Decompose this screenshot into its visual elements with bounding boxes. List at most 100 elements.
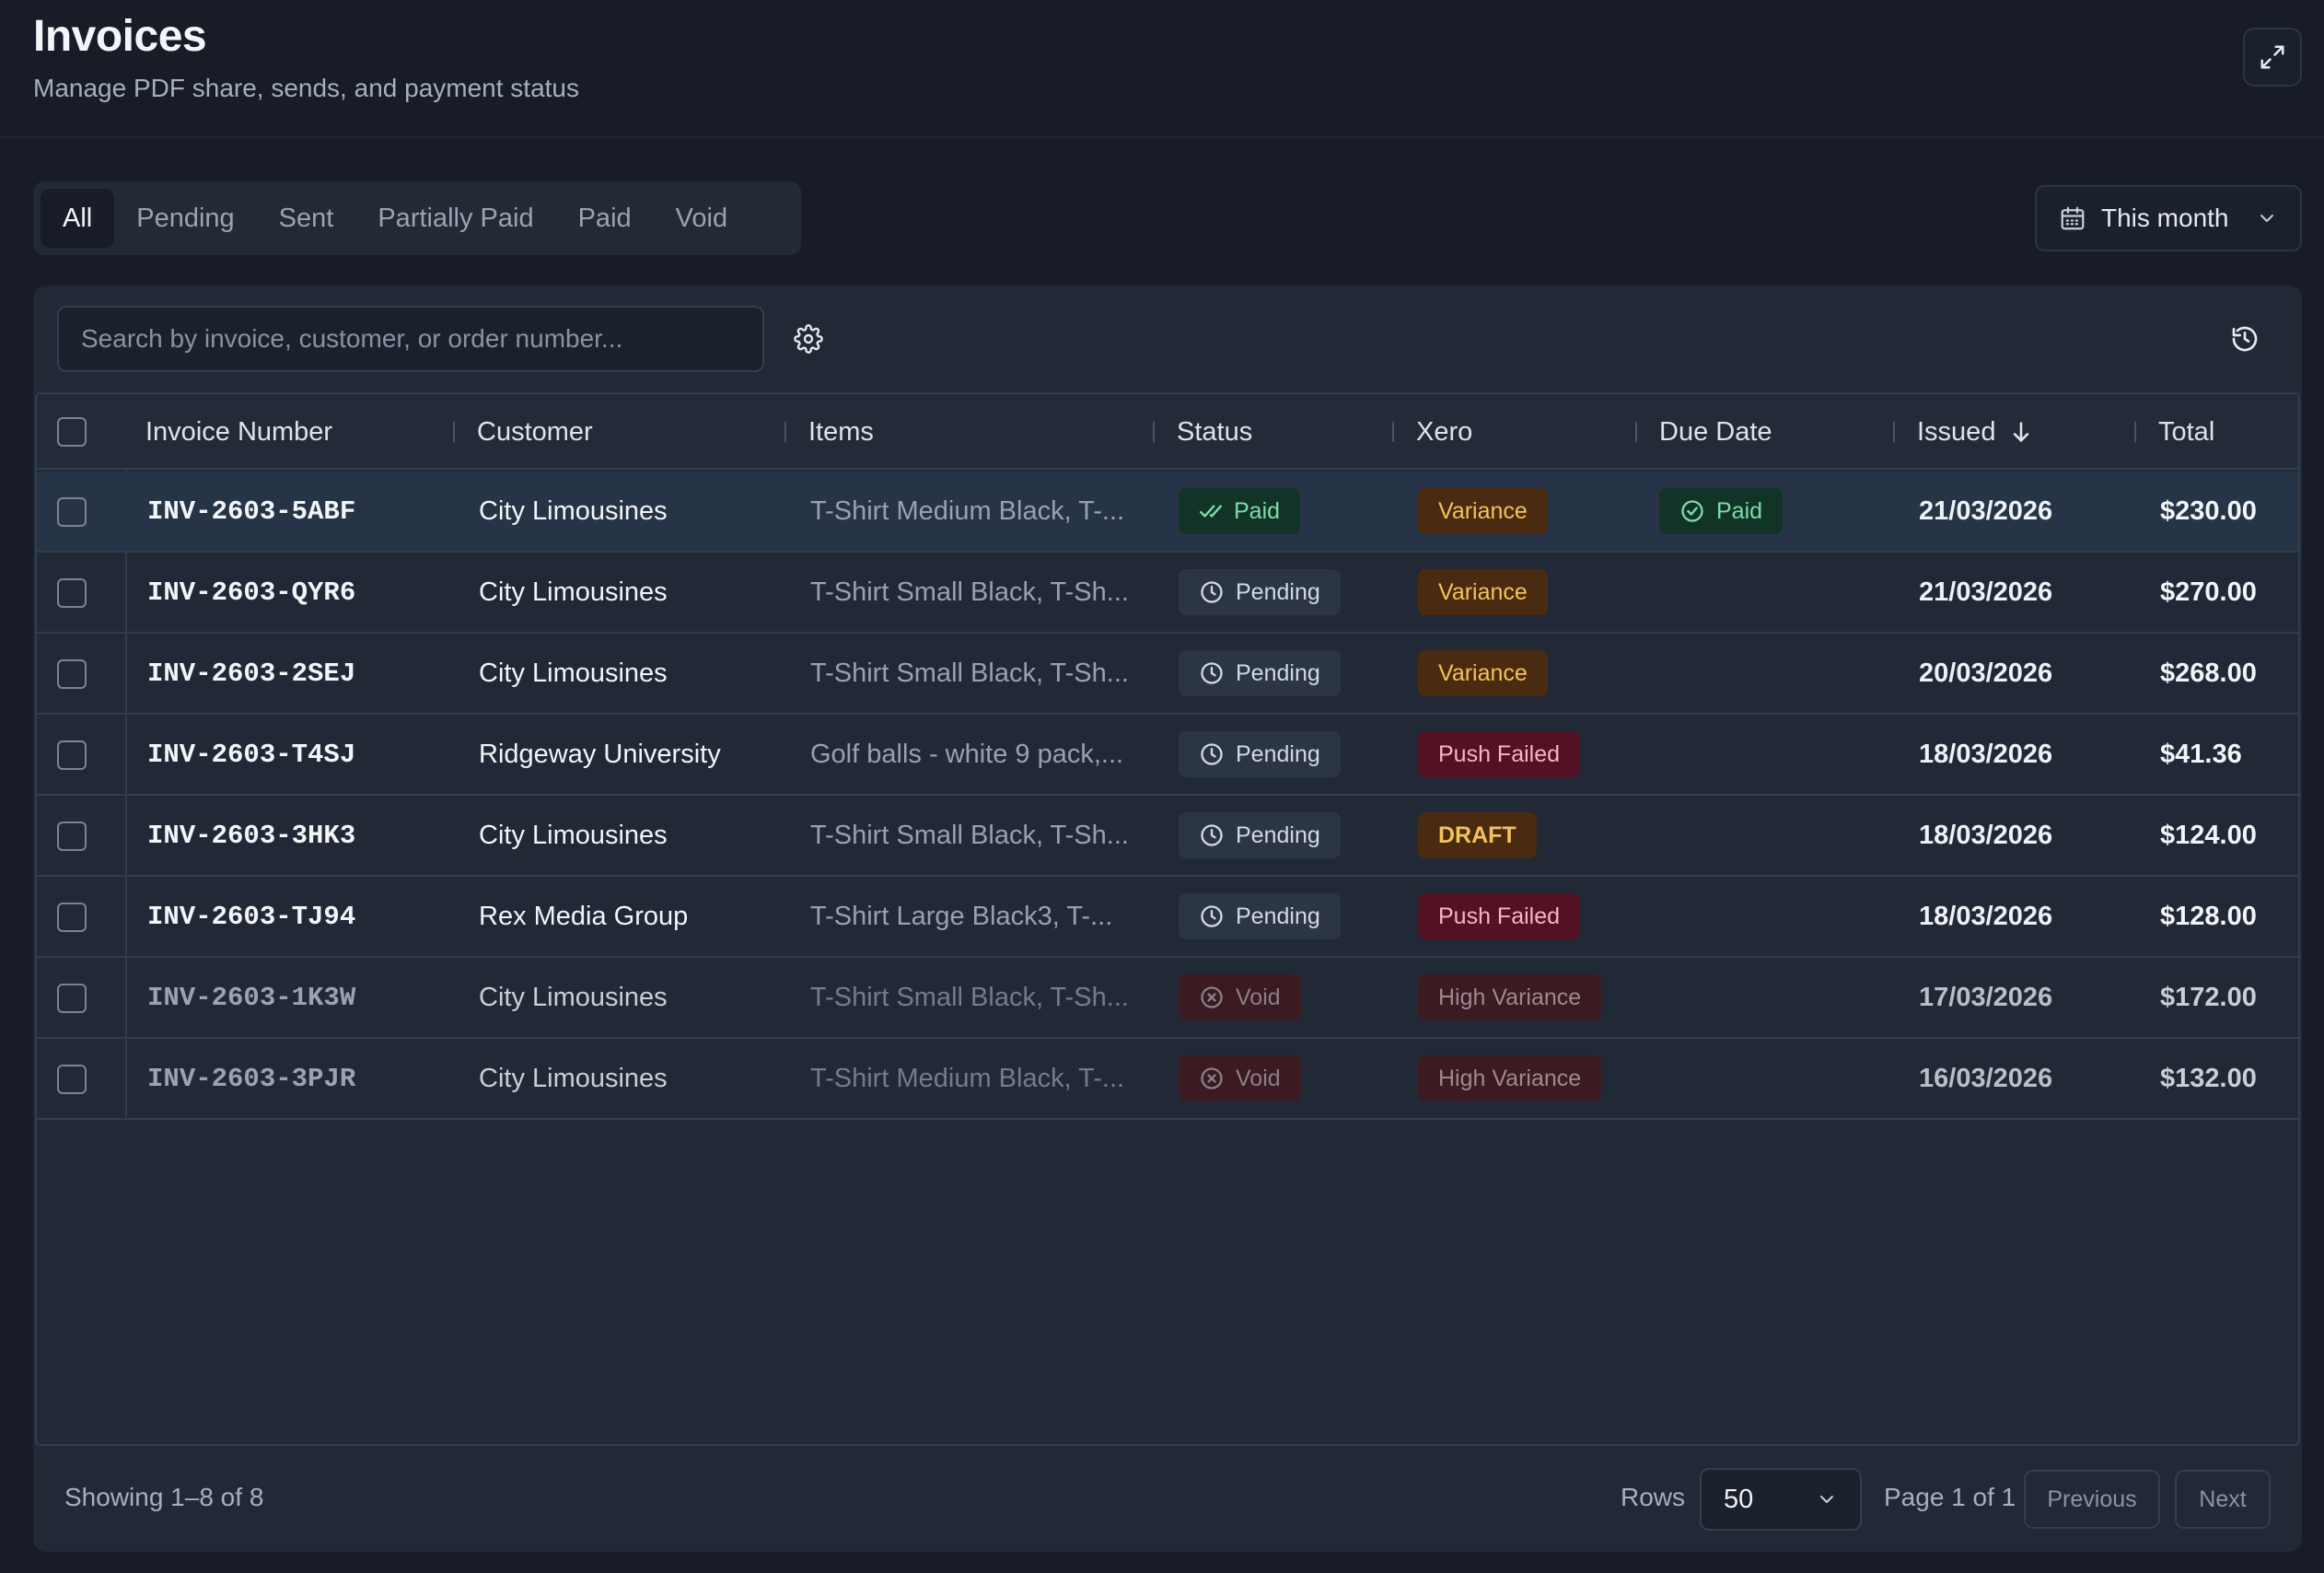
column-header-customer[interactable]: Customer (477, 416, 593, 447)
xero-label: DRAFT (1438, 821, 1516, 848)
history-button[interactable] (2228, 322, 2261, 355)
tab-sent[interactable]: Sent (278, 203, 334, 233)
xero-label: Push Failed (1438, 740, 1561, 767)
xero-badge: Push Failed (1418, 731, 1581, 777)
row-checkbox[interactable] (57, 497, 87, 527)
column-header-issued-label: Issued (1917, 416, 1996, 447)
search-input[interactable] (57, 306, 764, 372)
row-checkbox[interactable] (57, 821, 87, 851)
invoice-number[interactable]: INV-2603-QYR6 (147, 577, 356, 608)
column-resizer[interactable] (453, 422, 455, 442)
column-resizer[interactable] (1153, 422, 1155, 442)
next-page-button[interactable]: Next (2175, 1470, 2271, 1529)
tab-pending[interactable]: Pending (136, 203, 235, 233)
column-resizer[interactable] (1392, 422, 1394, 442)
invoice-number[interactable]: INV-2603-3HK3 (147, 820, 356, 851)
column-header-issued[interactable]: Issued (1917, 394, 2034, 470)
xero-label: High Variance (1438, 984, 1582, 1010)
invoice-total: $124.00 (2160, 820, 2257, 850)
clock-icon (1201, 662, 1223, 684)
column-header-xero[interactable]: Xero (1416, 416, 1473, 447)
invoice-number[interactable]: INV-2603-2SEJ (147, 658, 356, 689)
xero-label: Variance (1438, 578, 1528, 605)
status-badge: Pending (1179, 650, 1341, 696)
status-badge: Pending (1179, 812, 1341, 858)
column-resizer[interactable] (784, 422, 786, 442)
column-header-status[interactable]: Status (1177, 416, 1253, 447)
rows-per-page-select[interactable]: 50 (1700, 1468, 1862, 1531)
status-label: Pending (1236, 903, 1320, 929)
date-filter-label: This month (2101, 204, 2229, 232)
status-label: Void (1236, 984, 1281, 1010)
status-label: Paid (1234, 497, 1281, 524)
due-date-label: Paid (1716, 497, 1763, 524)
table-row[interactable]: INV-2603-QYR6 City Limousines T-Shirt Smal… (37, 553, 2298, 634)
issued-date: 18/03/2026 (1919, 820, 2053, 850)
clock-icon (1201, 824, 1223, 846)
expand-button[interactable] (2243, 28, 2302, 87)
table-row[interactable]: INV-2603-2SEJ City Limousines T-Shirt Smal… (37, 634, 2298, 715)
column-header-due-date[interactable]: Due Date (1659, 416, 1772, 447)
xero-badge: High Variance (1418, 1055, 1602, 1101)
page-subtitle: Manage PDF share, sends, and payment sta… (33, 74, 579, 102)
xero-label: Variance (1438, 659, 1528, 686)
column-header-items[interactable]: Items (808, 416, 874, 447)
status-badge: Pending (1179, 569, 1341, 615)
tab-partially-paid[interactable]: Partially Paid (378, 203, 534, 233)
row-checkbox[interactable] (57, 1065, 87, 1094)
customer-name: City Limousines (479, 658, 668, 688)
column-resizer[interactable] (1893, 422, 1895, 442)
table-row[interactable]: INV-2603-T4SJ Ridgeway University Golf bal… (37, 715, 2298, 796)
row-checkbox[interactable] (57, 578, 87, 608)
table-row[interactable]: INV-2603-TJ94 Rex Media Group T-Shirt Larg… (37, 877, 2298, 958)
row-checkbox[interactable] (57, 903, 87, 932)
select-all-checkbox[interactable] (57, 417, 87, 447)
invoice-number[interactable]: INV-2603-3PJR (147, 1063, 356, 1094)
invoice-total: $270.00 (2160, 577, 2257, 607)
column-resizer[interactable] (1635, 422, 1637, 442)
customer-name: Ridgeway University (479, 739, 721, 769)
issued-date: 17/03/2026 (1919, 982, 2053, 1012)
customer-name: Rex Media Group (479, 901, 689, 931)
table-row[interactable]: INV-2603-5ABF City Limousines T-Shirt Medi… (37, 472, 2298, 553)
date-filter-dropdown[interactable]: This month (2035, 185, 2302, 251)
table-row[interactable]: INV-2603-3HK3 City Limousines T-Shirt Smal… (37, 796, 2298, 877)
column-header-invoice[interactable]: Invoice Number (145, 416, 333, 447)
status-label: Pending (1236, 659, 1320, 686)
status-tabs: All Pending Sent Partially Paid Paid Voi… (33, 181, 801, 255)
table-settings-button[interactable] (792, 322, 825, 355)
status-label: Void (1236, 1065, 1281, 1091)
customer-name: City Limousines (479, 495, 668, 526)
tab-paid[interactable]: Paid (577, 203, 632, 233)
invoices-panel: Invoice Number Customer Items Status Xer… (33, 285, 2302, 1552)
previous-page-button[interactable]: Previous (2024, 1470, 2160, 1529)
tab-void[interactable]: Void (675, 203, 728, 233)
invoice-total: $41.36 (2160, 739, 2242, 769)
issued-date: 18/03/2026 (1919, 901, 2053, 931)
pagination-summary: Showing 1–8 of 8 (64, 1483, 264, 1511)
customer-name: City Limousines (479, 1063, 668, 1093)
invoice-number[interactable]: INV-2603-5ABF (147, 495, 356, 527)
row-checkbox[interactable] (57, 659, 87, 689)
items-summary: T-Shirt Large Black3, T-... (810, 901, 1113, 931)
column-resizer[interactable] (2134, 422, 2136, 442)
rows-per-page-label: Rows (1621, 1483, 1686, 1511)
row-checkbox[interactable] (57, 984, 87, 1013)
table-row[interactable]: INV-2603-1K3W City Limousines T-Shirt Smal… (37, 958, 2298, 1039)
xero-badge: Variance (1418, 488, 1548, 534)
table-row[interactable]: INV-2603-3PJR City Limousines T-Shirt Medi… (37, 1039, 2298, 1120)
page-header: Invoices Manage PDF share, sends, and pa… (0, 0, 2324, 138)
clock-icon (1201, 743, 1223, 765)
column-header-total[interactable]: Total (2158, 416, 2215, 447)
invoice-number[interactable]: INV-2603-1K3W (147, 982, 356, 1013)
status-badge: Pending (1179, 731, 1341, 777)
tab-all[interactable]: All (41, 189, 115, 248)
row-checkbox[interactable] (57, 740, 87, 770)
items-summary: T-Shirt Small Black, T-Sh... (810, 820, 1129, 850)
xero-label: Variance (1438, 497, 1528, 524)
invoice-total: $268.00 (2160, 658, 2257, 688)
invoice-number[interactable]: INV-2603-T4SJ (147, 739, 356, 770)
invoice-number[interactable]: INV-2603-TJ94 (147, 901, 356, 932)
history-icon (2232, 326, 2258, 352)
rows-per-page-value: 50 (1724, 1484, 1754, 1514)
